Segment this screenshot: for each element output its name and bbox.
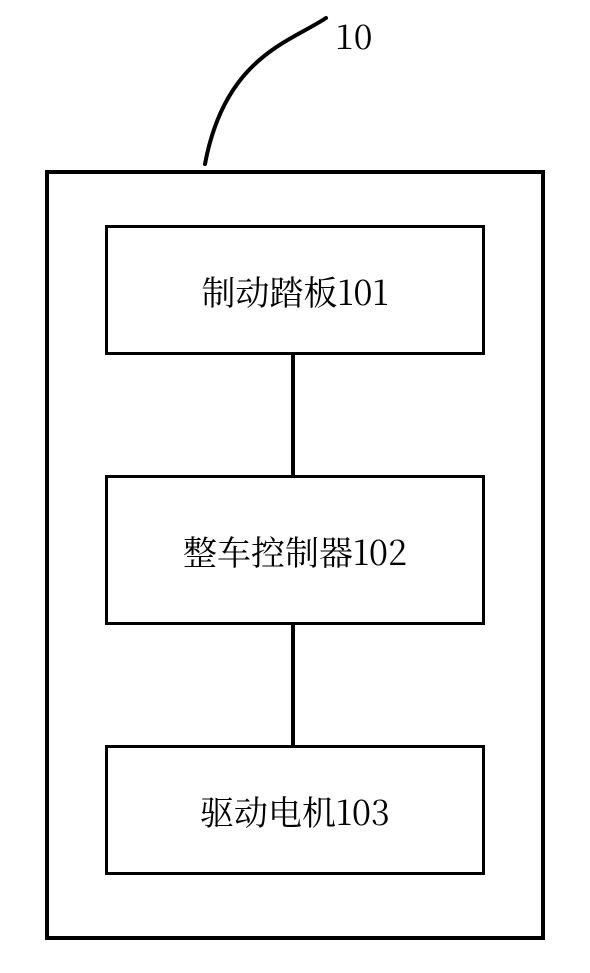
block-drive-motor: 驱动电机103	[105, 745, 485, 875]
connector-vcu-to-drive-motor	[291, 625, 295, 745]
block-label: 驱动电机103	[200, 786, 390, 835]
block-label: 整车控制器102	[183, 526, 407, 575]
callout-label: 10	[335, 10, 372, 59]
block-brake-pedal: 制动踏板101	[105, 225, 485, 355]
diagram-canvas: 10 制动踏板101 整车控制器102 驱动电机103	[0, 0, 590, 973]
connector-brake-pedal-to-vcu	[291, 355, 295, 475]
block-vcu: 整车控制器102	[105, 475, 485, 625]
block-label: 制动踏板101	[202, 266, 389, 315]
